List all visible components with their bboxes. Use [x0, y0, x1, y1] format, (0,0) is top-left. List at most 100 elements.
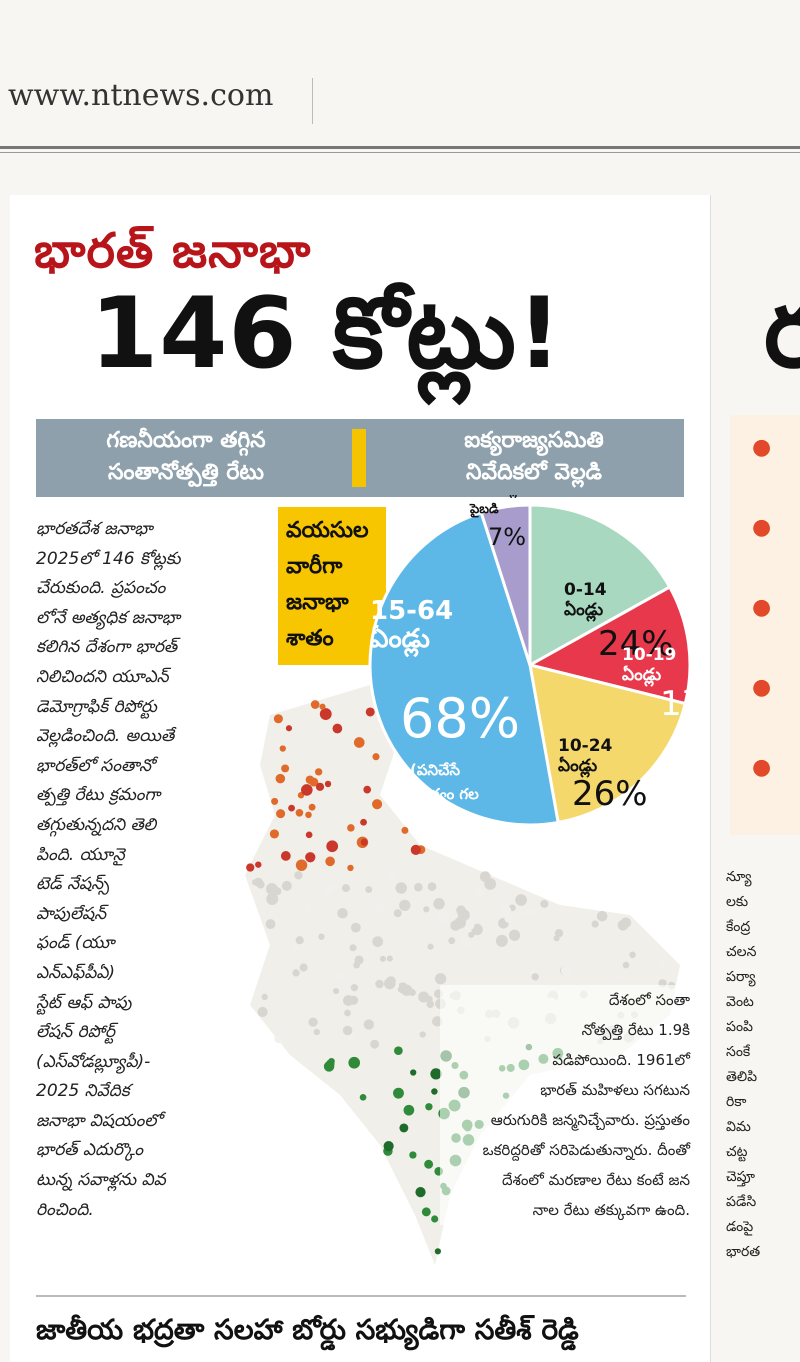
- masthead-rule: [0, 146, 800, 149]
- crowd-figure: [424, 1159, 434, 1169]
- crowd-figure: [255, 861, 262, 868]
- caption-line: నోత్పత్తి రేటు 1.9కి: [581, 1021, 690, 1039]
- crowd-figure: [308, 803, 316, 811]
- article-kicker: భారత్ జనాభా: [34, 223, 312, 279]
- crowd-figure: [304, 903, 313, 912]
- crowd-figure: [273, 714, 283, 724]
- crowd-figure: [344, 1009, 351, 1017]
- crowd-figure: [372, 936, 384, 948]
- crowd-figure: [401, 826, 409, 834]
- caption-line: ఒకరిద్దరితో సరిపెడుతున్నారు. దీంతో: [482, 1141, 690, 1159]
- crowd-figure: [372, 799, 383, 810]
- crowd-figure: [319, 708, 332, 720]
- bullet-icon: ●: [752, 595, 772, 620]
- crowd-figure: [291, 989, 298, 996]
- caption-line: పడిపోయింది. 1961లో: [552, 1051, 690, 1069]
- crowd-figure: [414, 882, 423, 892]
- section-rule: [36, 1295, 686, 1297]
- crowd-figure: [246, 863, 255, 872]
- crowd-figure: [495, 934, 508, 947]
- crowd-figure: [622, 961, 630, 969]
- slice-label: ఏండ్లు: [558, 756, 597, 778]
- article: భారత్ జనాభా 146 కోట్లు! గణనీయంగా తగ్గిన …: [10, 195, 711, 1362]
- crowd-figure: [332, 723, 343, 734]
- adjacent-line: తెలిపి: [726, 1069, 758, 1085]
- crowd-figure: [415, 1187, 426, 1198]
- body-line: రించింది.: [36, 1199, 94, 1220]
- age-pie-chart: 0-14ఏండ్లు24%10-19ఏండ్లు17%10-24ఏండ్లు26…: [368, 495, 690, 827]
- crowd-figure: [347, 824, 355, 832]
- slice-note: సామర్థ్యం గల: [400, 785, 479, 807]
- crowd-figure: [379, 955, 386, 962]
- crowd-figure: [350, 922, 361, 933]
- crowd-figure: [269, 829, 280, 839]
- crowd-figure: [629, 951, 636, 959]
- crowd-figure: [423, 906, 430, 913]
- crowd-figure: [515, 894, 527, 906]
- crowd-figure: [299, 963, 308, 972]
- banner-right-line: నివేదికలో వెల్లడి: [466, 460, 602, 485]
- adjacent-line: లకు: [726, 894, 749, 910]
- figure-caption: దేశంలో సంతా నోత్పత్తి రేటు 1.9కి పడిపోయింద…: [440, 985, 690, 1225]
- crowd-figure: [393, 1087, 404, 1099]
- slice-label: 10-24: [558, 736, 613, 756]
- crowd-figure: [349, 944, 357, 952]
- crowd-figure: [431, 1088, 438, 1095]
- crowd-figure: [305, 811, 312, 819]
- crowd-figure: [326, 840, 339, 853]
- slice-label: 15-64: [370, 596, 453, 626]
- adjacent-line: పర్యా: [726, 969, 756, 985]
- site-url[interactable]: www.ntnews.com: [8, 78, 274, 113]
- body-line: టెడ్ నేషన్స్: [36, 874, 110, 895]
- body-line: టున్న సవాళ్లను వివ: [36, 1170, 166, 1191]
- crowd-figure: [427, 943, 434, 950]
- crowd-figure: [468, 931, 475, 938]
- body-line: పింది. యూనై: [36, 844, 125, 865]
- banner-right: ఐక్యరాజ్యసమితి నివేదికలో వెల్లడి: [384, 425, 684, 489]
- slice-label: పైబడి: [469, 502, 499, 518]
- slice-label: 65 ఏండ్ల: [470, 495, 518, 499]
- pie-slice: [368, 510, 560, 827]
- crowd-figure: [295, 936, 304, 945]
- pie-slice: [479, 503, 532, 666]
- crowd-figure: [281, 764, 290, 773]
- adjacent-line: సంకే: [726, 1044, 751, 1060]
- slice-label: ఏండ్లు: [622, 665, 661, 687]
- crowd-figure: [394, 1046, 403, 1056]
- crowd-figure: [341, 884, 350, 893]
- crowd-figure: [525, 906, 536, 918]
- crowd-figure: [314, 768, 323, 776]
- body-line: కలిగిన దేశంగా భారత్: [36, 637, 178, 658]
- crowd-figure: [561, 964, 573, 976]
- banner-left-line: సంతానోత్పత్తి రేటు: [107, 460, 264, 485]
- crowd-figure: [386, 955, 393, 962]
- body-line: భారతదేశ జనాభా: [36, 519, 153, 539]
- crowd-figure: [457, 909, 470, 922]
- crowd-figure: [657, 959, 667, 968]
- crowd-figure: [324, 780, 332, 788]
- crowd-figure: [403, 1104, 415, 1116]
- crowd-figure: [375, 979, 384, 989]
- crowd-figure: [410, 844, 421, 855]
- crowd-figure: [323, 883, 335, 895]
- crowd-figure: [261, 993, 268, 1001]
- adjacent-line: న్యూ: [726, 869, 752, 885]
- caption-line: నాల రేటు తక్కువగా ఉంది.: [532, 1201, 690, 1219]
- crowd-figure: [463, 919, 475, 931]
- pie-slice: [528, 662, 688, 825]
- adjacent-headline: ర: [764, 273, 800, 390]
- body-line: లేషన్ రిపోర్ట్: [36, 1022, 115, 1043]
- crowd-figure: [473, 886, 486, 898]
- adjacent-line: చెప్తూ: [726, 1169, 755, 1185]
- body-line: నిలిచిందని యూఎన్: [36, 666, 169, 687]
- crowd-figure: [531, 973, 539, 981]
- crowd-figure: [276, 809, 286, 819]
- crowd-figure: [374, 903, 385, 915]
- crowd-figure: [554, 929, 564, 938]
- crowd-figure: [620, 917, 632, 928]
- next-article-headline[interactable]: జాతీయ భద్రతా సలహా బోర్డు సభ్యుడిగా సతీశ్…: [36, 1313, 579, 1346]
- crowd-figure: [305, 852, 316, 863]
- crowd-figure: [508, 929, 521, 941]
- body-line: తగ్గుతున్నదని తెలి: [36, 814, 157, 835]
- crowd-figure: [363, 785, 372, 794]
